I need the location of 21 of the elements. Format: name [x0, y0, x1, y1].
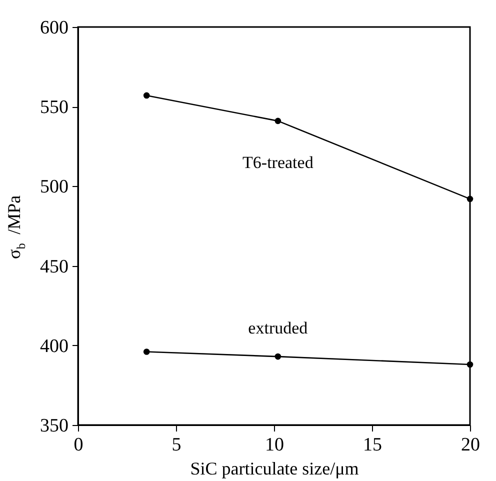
y-tick-label: 550 [40, 97, 68, 118]
x-tick-label: 20 [461, 434, 480, 456]
x-tick-label: 0 [74, 434, 84, 456]
x-tick-label: 10 [265, 434, 284, 456]
point [274, 118, 282, 124]
y-tick-label: 350 [40, 416, 68, 436]
y-tick-label: 450 [40, 256, 68, 278]
series-label: extruded [248, 318, 308, 338]
y-tick-label: 500 [40, 176, 68, 198]
x-tick-label: 15 [363, 434, 382, 456]
x-axis-title: SiC particulate size/μm [190, 458, 359, 478]
point [274, 353, 282, 360]
x-tick-label: 5 [172, 434, 182, 456]
series-label: T6-treated [242, 152, 314, 172]
y-axis-title: σb /MPa [4, 195, 28, 259]
y-tick-label: 400 [40, 336, 68, 357]
point [466, 361, 474, 368]
point [143, 92, 150, 99]
point [466, 196, 474, 202]
point [143, 348, 150, 355]
y-tick-label: 600 [40, 18, 68, 38]
